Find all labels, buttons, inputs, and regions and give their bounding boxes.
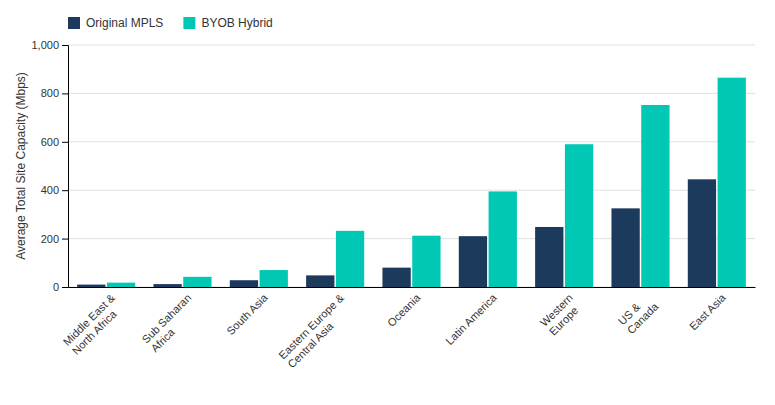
chart: 0 200 400 600 800 1,000 Middle East &North Afr… <box>0 0 775 405</box>
tick: Sub SaharanAfrica <box>140 287 203 354</box>
tick: 600 <box>41 136 68 148</box>
legend: Original MPLS BYOB Hybrid <box>68 16 273 30</box>
tick-label: 200 <box>41 233 59 245</box>
bar <box>336 231 364 287</box>
tick-mark <box>62 93 68 94</box>
x-axis: Middle East &North AfricaSub SaharanAfri… <box>61 287 756 370</box>
bar <box>260 270 288 287</box>
tick-label: South Asia <box>224 291 270 337</box>
tick: WesternEurope <box>538 287 584 338</box>
grid-line <box>68 45 755 46</box>
axis-domain <box>69 287 756 288</box>
tick-label: Latin America <box>443 291 499 347</box>
tick: East Asia <box>687 287 729 332</box>
tick: 800 <box>41 87 68 99</box>
y-axis-title: Average Total Site Capacity (Mbps) <box>14 72 28 260</box>
tick-label: 600 <box>41 136 59 148</box>
tick: 200 <box>41 233 68 245</box>
tick: US &Canada <box>616 287 661 336</box>
bar-series <box>107 78 746 287</box>
tick-mark <box>62 239 68 240</box>
bar <box>459 236 487 287</box>
tick-label: Oceania <box>385 291 423 329</box>
grid-line <box>68 93 755 94</box>
bar <box>718 78 746 287</box>
bar <box>77 285 105 287</box>
tick-label: Sub SaharanAfrica <box>140 291 203 354</box>
bar <box>107 283 135 287</box>
tick: Oceania <box>385 287 423 329</box>
tick-mark <box>62 142 68 143</box>
legend-item: Original MPLS <box>68 16 163 30</box>
bar <box>611 208 639 287</box>
bar <box>489 191 517 287</box>
legend-label: Original MPLS <box>86 16 163 30</box>
bar <box>535 227 563 287</box>
tick-label: 0 <box>53 281 59 293</box>
bars <box>77 78 746 287</box>
tick-label: Eastern Europe &Central Asia <box>276 291 355 370</box>
tick-mark <box>62 287 68 288</box>
axis-domain <box>62 46 69 288</box>
tick-mark <box>62 45 68 46</box>
tick-label: 1,000 <box>31 39 59 51</box>
legend-swatch <box>183 17 195 29</box>
bar <box>641 105 669 287</box>
tick-label: 800 <box>41 87 59 99</box>
tick: Eastern Europe &Central Asia <box>276 287 355 370</box>
tick-mark <box>62 190 68 191</box>
bar <box>153 284 181 287</box>
tick-label: WesternEurope <box>538 291 584 337</box>
bar <box>183 277 211 287</box>
tick: 1,000 <box>31 39 68 51</box>
bar <box>688 179 716 287</box>
plot: 0 200 400 600 800 1,000 Middle East &North Afr… <box>31 39 755 370</box>
tick-label: Middle East &North Africa <box>61 291 127 357</box>
legend-swatch <box>68 17 80 29</box>
bar <box>382 268 410 287</box>
bar <box>412 236 440 287</box>
grid <box>68 45 755 287</box>
bar-series <box>77 179 716 287</box>
bar <box>230 280 258 287</box>
tick: 0 <box>53 281 68 293</box>
tick-label: US &Canada <box>616 291 661 336</box>
tick: 400 <box>41 184 68 196</box>
tick-label: 400 <box>41 184 59 196</box>
bar <box>565 144 593 287</box>
tick: South Asia <box>224 287 270 337</box>
legend-item: BYOB Hybrid <box>183 16 272 30</box>
y-axis: 0 200 400 600 800 1,000 <box>31 39 68 293</box>
tick: Latin America <box>443 287 499 347</box>
bar <box>306 275 334 287</box>
tick-label: East Asia <box>687 291 729 333</box>
tick: Middle East &North Africa <box>61 287 127 357</box>
legend-label: BYOB Hybrid <box>201 16 272 30</box>
